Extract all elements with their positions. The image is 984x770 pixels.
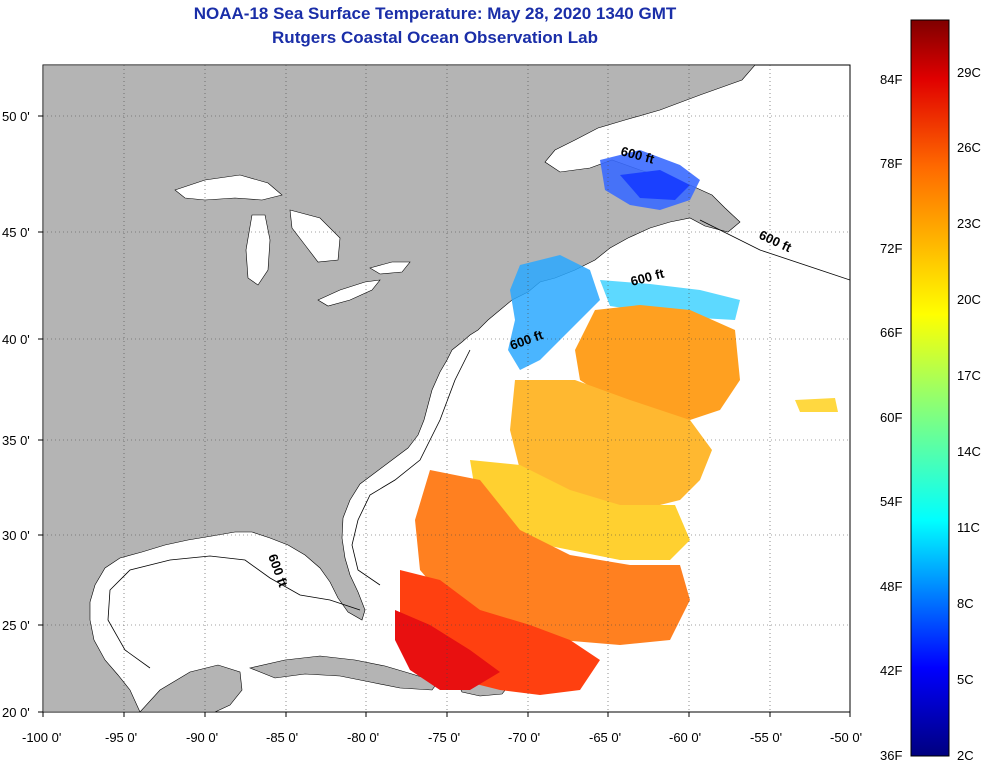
colorbar-c-label: 2C: [957, 748, 974, 763]
colorbar-f-label: 84F: [880, 72, 903, 87]
land-yucatan: [139, 664, 243, 712]
colorbar-f-label: 42F: [880, 663, 903, 678]
colorbar-c-label: 20C: [957, 292, 981, 307]
x-tick-label: -65 0': [589, 730, 621, 745]
colorbar-c-label: 11C: [957, 520, 980, 535]
lake-huron: [289, 209, 341, 263]
x-tick-label: -90 0': [186, 730, 218, 745]
x-tick-label: -75 0': [428, 730, 460, 745]
x-tick-label: -100 0': [22, 730, 61, 745]
x-tick-label: -50 0': [830, 730, 862, 745]
graticule: [43, 65, 850, 712]
y-tick-label: 20 0': [2, 705, 30, 720]
lake-ontario: [369, 261, 411, 275]
lake-erie: [317, 279, 381, 307]
colorbar-f-label: 78F: [880, 156, 903, 171]
y-tick-label: 45 0': [2, 225, 30, 240]
colorbar-c-label: 29C: [957, 65, 981, 80]
shelf-contour: [107, 219, 850, 669]
x-tick-label: -60 0': [669, 730, 701, 745]
colorbar-c-label: 14C: [957, 444, 981, 459]
color-scale-bar: [910, 19, 950, 757]
lake-superior: [174, 174, 283, 201]
y-tick-label: 25 0': [2, 618, 30, 633]
colorbar-c-label: 23C: [957, 216, 981, 231]
colorbar-c-label: 17C: [957, 368, 981, 383]
x-tick-label: -55 0': [750, 730, 782, 745]
y-tick-label: 35 0': [2, 433, 30, 448]
x-tick-label: -95 0': [105, 730, 137, 745]
x-tick-label: -85 0': [266, 730, 298, 745]
colorbar-c-label: 8C: [957, 596, 974, 611]
x-tick-label: -70 0': [508, 730, 540, 745]
x-tick-label: -80 0': [347, 730, 379, 745]
colorbar-c-label: 5C: [957, 672, 974, 687]
colorbar-f-label: 36F: [880, 748, 903, 763]
colorbar-f-label: 66F: [880, 325, 903, 340]
colorbar-f-label: 60F: [880, 410, 903, 425]
lake-michigan: [245, 214, 271, 286]
colorbar-f-label: 48F: [880, 579, 903, 594]
colorbar-f-label: 72F: [880, 241, 903, 256]
y-tick-label: 40 0': [2, 332, 30, 347]
map-title: NOAA-18 Sea Surface Temperature: May 28,…: [193, 4, 677, 23]
sst-overlay: [395, 150, 838, 695]
y-tick-label: 50 0': [2, 109, 30, 124]
y-tick-label: 30 0': [2, 528, 30, 543]
map-subtitle: Rutgers Coastal Ocean Observation Lab: [272, 28, 598, 47]
colorbar-c-label: 26C: [957, 140, 981, 155]
colorbar-f-label: 54F: [880, 494, 903, 509]
